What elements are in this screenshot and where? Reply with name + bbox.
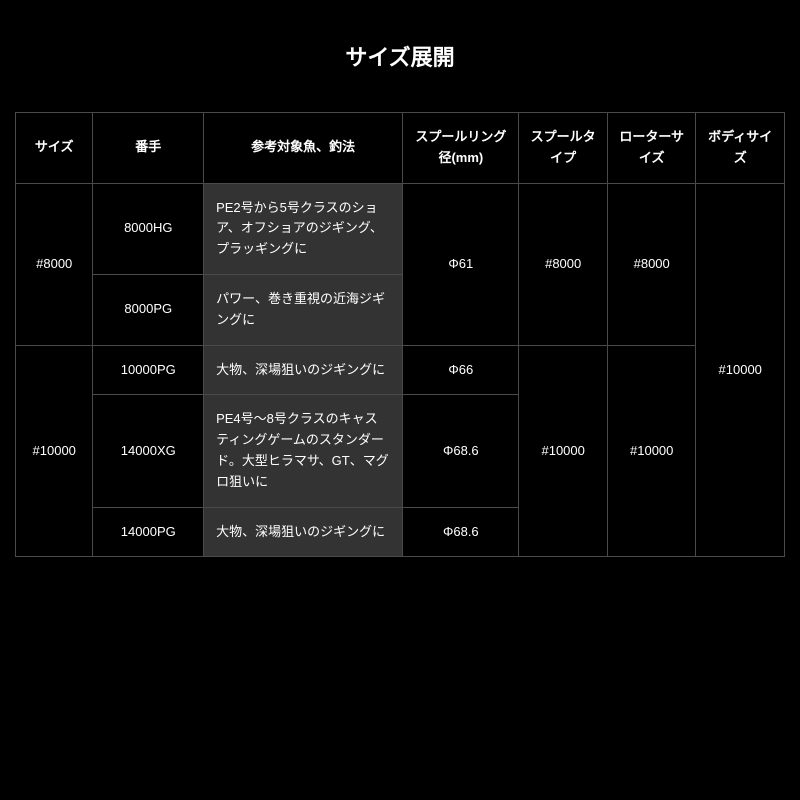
col-spool-type: スプールタイプ xyxy=(519,113,608,184)
col-spool-ring: スプールリング径(mm) xyxy=(403,113,519,184)
cell-ring-14000xg: Φ68.6 xyxy=(403,395,519,507)
cell-spooltype-8000: #8000 xyxy=(519,183,608,345)
cell-body-10000: #10000 xyxy=(696,183,785,557)
cell-desc-10000pg: 大物、深場狙いのジギングに xyxy=(204,345,403,395)
cell-desc-14000pg: 大物、深場狙いのジギングに xyxy=(204,507,403,557)
cell-model-8000pg: 8000PG xyxy=(93,274,204,345)
cell-model-14000xg: 14000XG xyxy=(93,395,204,507)
cell-ring-10000pg: Φ66 xyxy=(403,345,519,395)
size-chart-container: サイズ展開 サイズ 番手 参考対象魚、釣法 スプールリング径(mm) スプールタ… xyxy=(0,0,800,557)
cell-size-10000: #10000 xyxy=(16,345,93,557)
cell-model-14000pg: 14000PG xyxy=(93,507,204,557)
table-row: #10000 10000PG 大物、深場狙いのジギングに Φ66 #10000 … xyxy=(16,345,785,395)
cell-model-10000pg: 10000PG xyxy=(93,345,204,395)
cell-size-8000: #8000 xyxy=(16,183,93,345)
cell-model-8000hg: 8000HG xyxy=(93,183,204,274)
cell-desc-8000hg: PE2号から5号クラスのショア、オフショアのジギング、プラッギングに xyxy=(204,183,403,274)
size-table: サイズ 番手 参考対象魚、釣法 スプールリング径(mm) スプールタイプ ロータ… xyxy=(15,112,785,557)
cell-rotor-10000: #10000 xyxy=(607,345,696,557)
cell-ring-14000pg: Φ68.6 xyxy=(403,507,519,557)
cell-desc-14000xg: PE4号〜8号クラスのキャスティングゲームのスタンダード。大型ヒラマサ、GT、マ… xyxy=(204,395,403,507)
cell-desc-8000pg: パワー、巻き重視の近海ジギングに xyxy=(204,274,403,345)
col-size: サイズ xyxy=(16,113,93,184)
table-row: #8000 8000HG PE2号から5号クラスのショア、オフショアのジギング、… xyxy=(16,183,785,274)
table-body: #8000 8000HG PE2号から5号クラスのショア、オフショアのジギング、… xyxy=(16,183,785,557)
page-title: サイズ展開 xyxy=(15,40,785,72)
col-rotor: ローターサイズ xyxy=(607,113,696,184)
cell-rotor-8000: #8000 xyxy=(607,183,696,345)
col-model: 番手 xyxy=(93,113,204,184)
cell-ring-8000: Φ61 xyxy=(403,183,519,345)
cell-spooltype-10000: #10000 xyxy=(519,345,608,557)
col-body: ボディサイズ xyxy=(696,113,785,184)
col-target: 参考対象魚、釣法 xyxy=(204,113,403,184)
table-header: サイズ 番手 参考対象魚、釣法 スプールリング径(mm) スプールタイプ ロータ… xyxy=(16,113,785,184)
